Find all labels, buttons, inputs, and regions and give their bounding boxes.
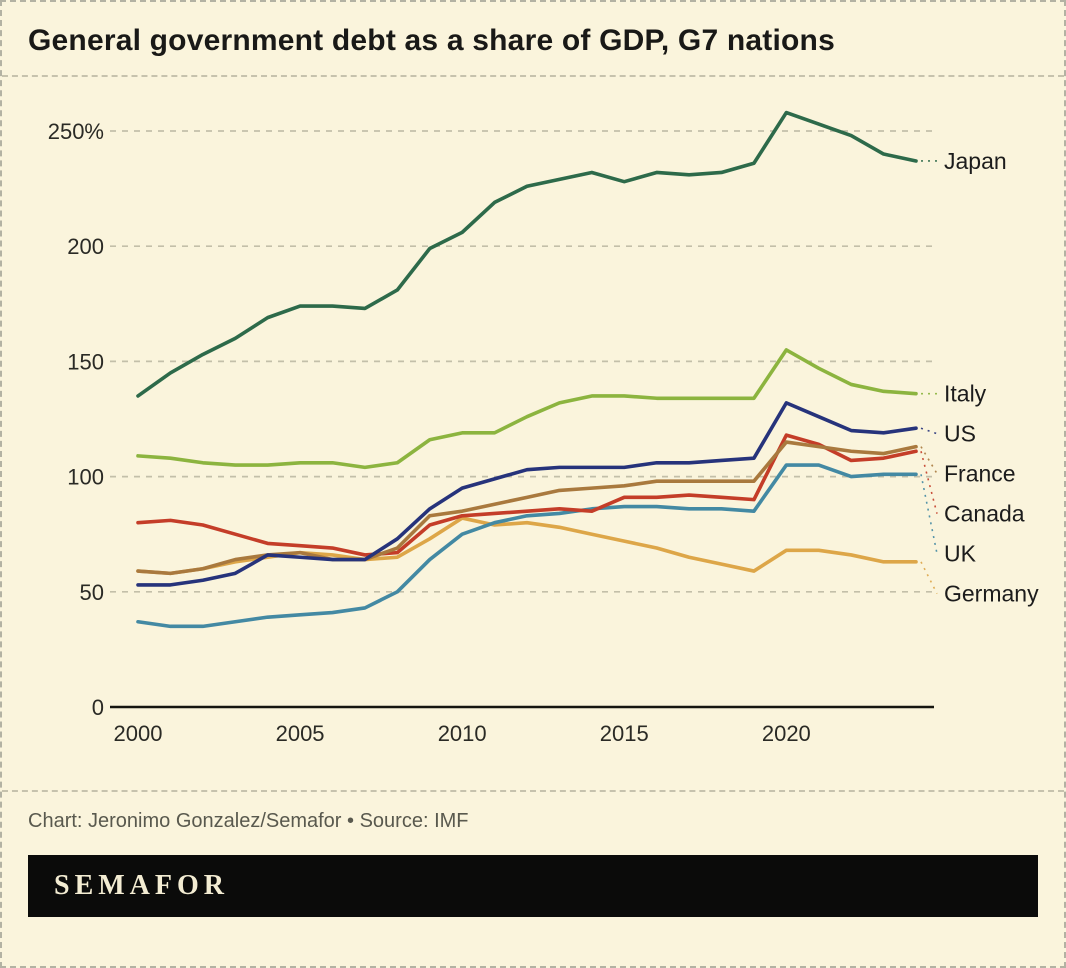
- series-line-uk: [136, 462, 918, 628]
- chart-title: General government debt as a share of GD…: [28, 24, 835, 57]
- series-line-france: [136, 439, 918, 575]
- series-line-japan: [136, 110, 918, 398]
- x-tick-label: 2010: [438, 721, 487, 746]
- series-line-germany: [136, 515, 918, 575]
- series-label-italy: Italy: [944, 380, 987, 406]
- chart-svg: 0 50 100 150 200 250% 2000 2005 2010 2015 2020 Japa…: [48, 110, 1039, 746]
- series-label-japan: Japan: [944, 147, 1007, 173]
- series-label-canada: Canada: [944, 500, 1025, 526]
- separator-bottom: [2, 789, 1064, 792]
- series-label-germany: Germany: [944, 580, 1039, 606]
- series-line-canada: [136, 432, 918, 557]
- label-leader-germany: [920, 560, 938, 594]
- series-label-us: US: [944, 420, 976, 446]
- y-tick-label: 100: [67, 464, 104, 489]
- label-leader-france: [920, 445, 938, 474]
- x-tick-label: 2005: [276, 721, 325, 746]
- label-leader-us: [920, 426, 938, 434]
- label-leader-uk: [920, 473, 938, 554]
- x-tick-label: 2020: [762, 721, 811, 746]
- x-tick-label: 2000: [114, 721, 163, 746]
- x-tick-label: 2015: [600, 721, 649, 746]
- chart-canvas: 0 50 100 150 200 250% 2000 2005 2010 2015 2020 Japa…: [28, 77, 1039, 790]
- y-tick-label: 50: [80, 579, 104, 604]
- separator-top: [2, 74, 1064, 77]
- line-chart: 0 50 100 150 200 250% 2000 2005 2010 2015 2020 Japa…: [2, 77, 1064, 790]
- semafor-logo: SEMAFOR: [54, 869, 229, 901]
- credit-line: Chart: Jeronimo Gonzalez/Semafor • Sourc…: [28, 809, 469, 832]
- y-tick-label: 150: [67, 349, 104, 374]
- series-label-uk: UK: [944, 540, 977, 566]
- logo-bar: SEMAFOR: [28, 854, 1038, 917]
- series-line-italy: [136, 347, 918, 469]
- y-tick-label: 200: [67, 234, 104, 259]
- y-tick-label: 250%: [48, 119, 104, 144]
- series-label-france: France: [944, 460, 1016, 486]
- series-line-us: [136, 400, 918, 587]
- y-tick-label: 0: [92, 695, 104, 720]
